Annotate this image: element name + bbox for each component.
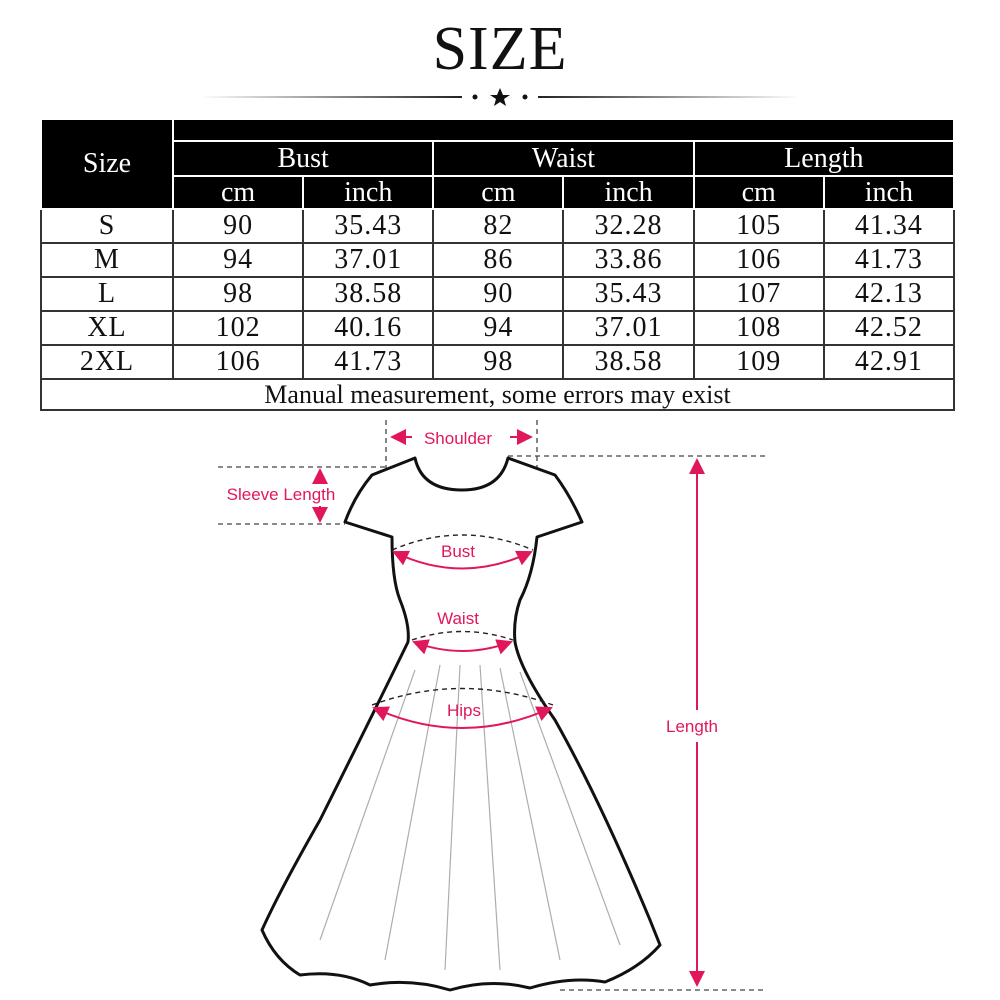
value-cell: 42.13 [822,276,956,312]
value-cell: 108 [692,310,825,346]
value-cell: 37.01 [302,242,435,278]
value-cell: 42.52 [822,310,956,346]
unit-header: inch [822,175,956,210]
size-cell: M [40,242,174,278]
unit-header: cm [171,175,305,210]
value-cell: 102 [171,310,305,346]
value-cell: 41.73 [822,242,956,278]
value-cell: 109 [692,344,825,380]
table-row: M 94 37.01 86 33.86 106 41.73 [40,242,956,278]
value-cell: 35.43 [562,276,695,312]
star-divider [200,88,800,106]
waist-label: Waist [437,609,479,628]
table-row: XL 102 40.16 94 37.01 108 42.52 [40,310,956,346]
length-label: Length [666,717,718,736]
size-header: Size [40,118,174,210]
value-cell: 90 [432,276,565,312]
size-cell: XL [40,310,174,346]
value-cell: 35.43 [302,208,435,244]
hips-label: Hips [447,701,481,720]
value-cell: 38.58 [562,344,695,380]
value-cell: 41.73 [302,344,435,380]
value-cell: 106 [692,242,825,278]
group-header-bust: Bust [171,140,435,177]
value-cell: 38.58 [302,276,435,312]
unit-header: inch [562,175,695,210]
value-cell: 40.16 [302,310,435,346]
star-icon [490,88,510,106]
value-cell: 94 [432,310,565,346]
value-cell: 106 [171,344,305,380]
dress-outline [260,456,662,992]
value-cell: 42.91 [822,344,956,380]
unit-header: inch [302,175,435,210]
dress-measurement-diagram: Shoulder Sleeve Length Bust Waist Hips L… [218,420,765,992]
value-cell: 33.86 [562,242,695,278]
sleeve-length-label: Sleeve Length [227,485,336,504]
group-header-length: Length [692,140,956,177]
value-cell: 107 [692,276,825,312]
value-cell: 37.01 [562,310,695,346]
group-header-waist: Waist [432,140,695,177]
table-row: L 98 38.58 90 35.43 107 42.13 [40,276,956,312]
unit-header: cm [432,175,565,210]
value-cell: 41.34 [822,208,956,244]
size-table: Size Bust Waist Length cm inch cm inch c… [40,118,956,411]
unit-header: cm [692,175,825,210]
shoulder-label: Shoulder [424,429,492,448]
page-title: SIZE [432,15,568,83]
value-cell: 82 [432,208,565,244]
value-cell: 90 [171,208,305,244]
value-cell: 86 [432,242,565,278]
value-cell: 98 [432,344,565,380]
value-cell: 105 [692,208,825,244]
table-row: S 90 35.43 82 32.28 105 41.34 [40,208,956,244]
table-row: 2XL 106 41.73 98 38.58 109 42.91 [40,344,956,380]
size-cell: 2XL [40,344,174,380]
value-cell: 32.28 [562,208,695,244]
value-cell: 98 [171,276,305,312]
size-cell: S [40,208,174,244]
bust-label: Bust [441,542,475,561]
measurement-note: Manual measurement, some errors may exis… [40,378,955,411]
value-cell: 94 [171,242,305,278]
size-cell: L [40,276,174,312]
